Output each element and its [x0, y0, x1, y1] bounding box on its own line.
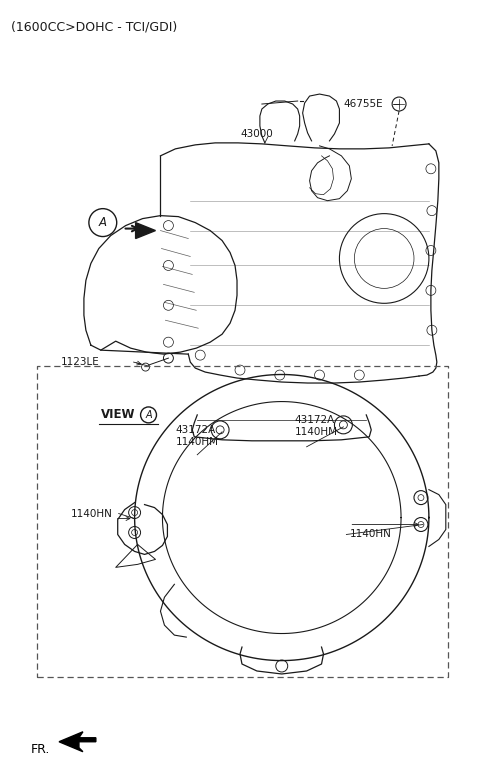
Text: 1140HM: 1140HM: [175, 437, 218, 447]
Text: 43000: 43000: [240, 129, 273, 139]
Text: VIEW: VIEW: [101, 408, 135, 421]
Text: 1140HM: 1140HM: [295, 427, 338, 437]
Polygon shape: [59, 731, 96, 752]
Text: 1140HN: 1140HN: [71, 509, 113, 519]
Text: A: A: [99, 216, 107, 229]
Text: 43172A: 43172A: [295, 415, 335, 425]
Text: (1600CC>DOHC - TCI/GDI): (1600CC>DOHC - TCI/GDI): [12, 20, 178, 33]
Text: 1140HN: 1140HN: [349, 530, 391, 540]
Text: 46755E: 46755E: [343, 99, 383, 109]
Text: 1123LE: 1123LE: [61, 357, 100, 367]
Text: A: A: [145, 410, 152, 420]
Polygon shape: [136, 223, 156, 238]
Text: FR.: FR.: [31, 743, 50, 756]
Text: 43172A: 43172A: [175, 425, 216, 435]
